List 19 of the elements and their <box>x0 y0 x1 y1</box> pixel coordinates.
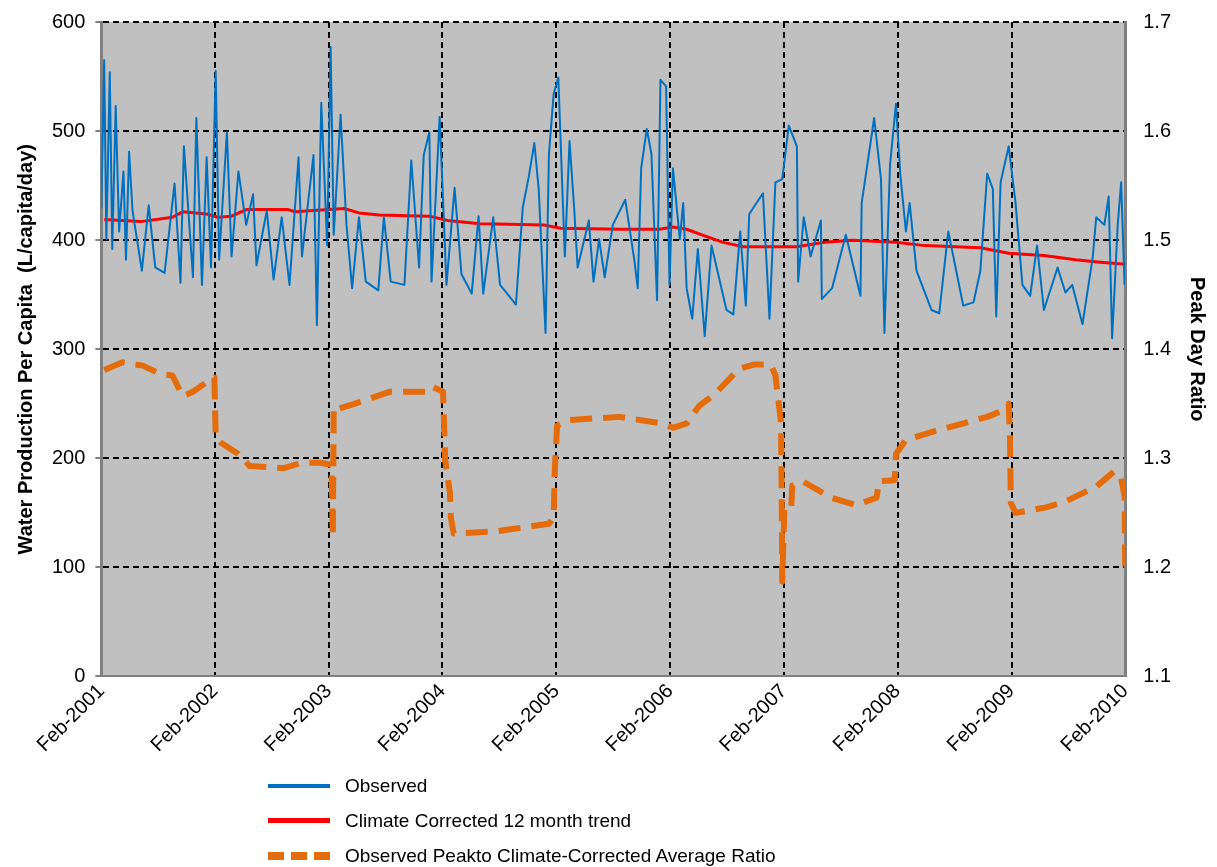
y-tick-label: 500 <box>51 118 86 141</box>
y2-tick-label: 1.5 <box>1143 227 1172 250</box>
y-axis-title: Water Production Per Capita (L/capita/day) <box>13 144 36 555</box>
y2-tick-label: 1.1 <box>1143 664 1172 687</box>
y-tick-label: 200 <box>51 445 86 468</box>
y-tick-label: 300 <box>51 336 86 359</box>
y2-tick-label: 1.4 <box>1143 336 1172 359</box>
y-tick-label: 100 <box>51 554 86 577</box>
y2-axis-title: Peak Day Ratio <box>1187 276 1210 422</box>
y-tick-label: 600 <box>51 9 86 32</box>
y2-tick-label: 1.3 <box>1143 445 1172 468</box>
y2-tick-label: 1.2 <box>1143 554 1172 577</box>
legend-label: Observed <box>345 774 428 797</box>
legend-label: Observed Peakto Climate-Corrected Average Ratio <box>345 844 776 867</box>
legend-label: Climate Corrected 12 month trend <box>345 809 632 832</box>
y2-tick-label: 1.7 <box>1143 9 1172 32</box>
y-tick-label: 0 <box>74 664 86 687</box>
y2-tick-label: 1.6 <box>1143 118 1172 141</box>
y-tick-label: 400 <box>51 227 86 250</box>
